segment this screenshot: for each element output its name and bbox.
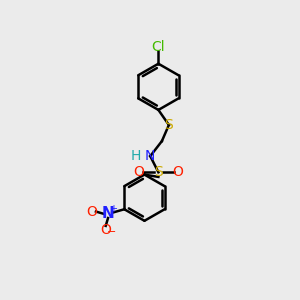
Text: O: O (86, 205, 97, 219)
Text: −: − (107, 227, 116, 237)
Text: S: S (154, 165, 163, 179)
Text: O: O (100, 223, 111, 237)
Text: +: + (109, 204, 117, 214)
Text: O: O (133, 165, 144, 179)
Text: Cl: Cl (152, 40, 165, 54)
Text: O: O (173, 165, 184, 179)
Text: H: H (131, 149, 142, 163)
Text: S: S (164, 118, 173, 132)
Text: N: N (102, 206, 114, 221)
Text: N: N (145, 149, 155, 163)
